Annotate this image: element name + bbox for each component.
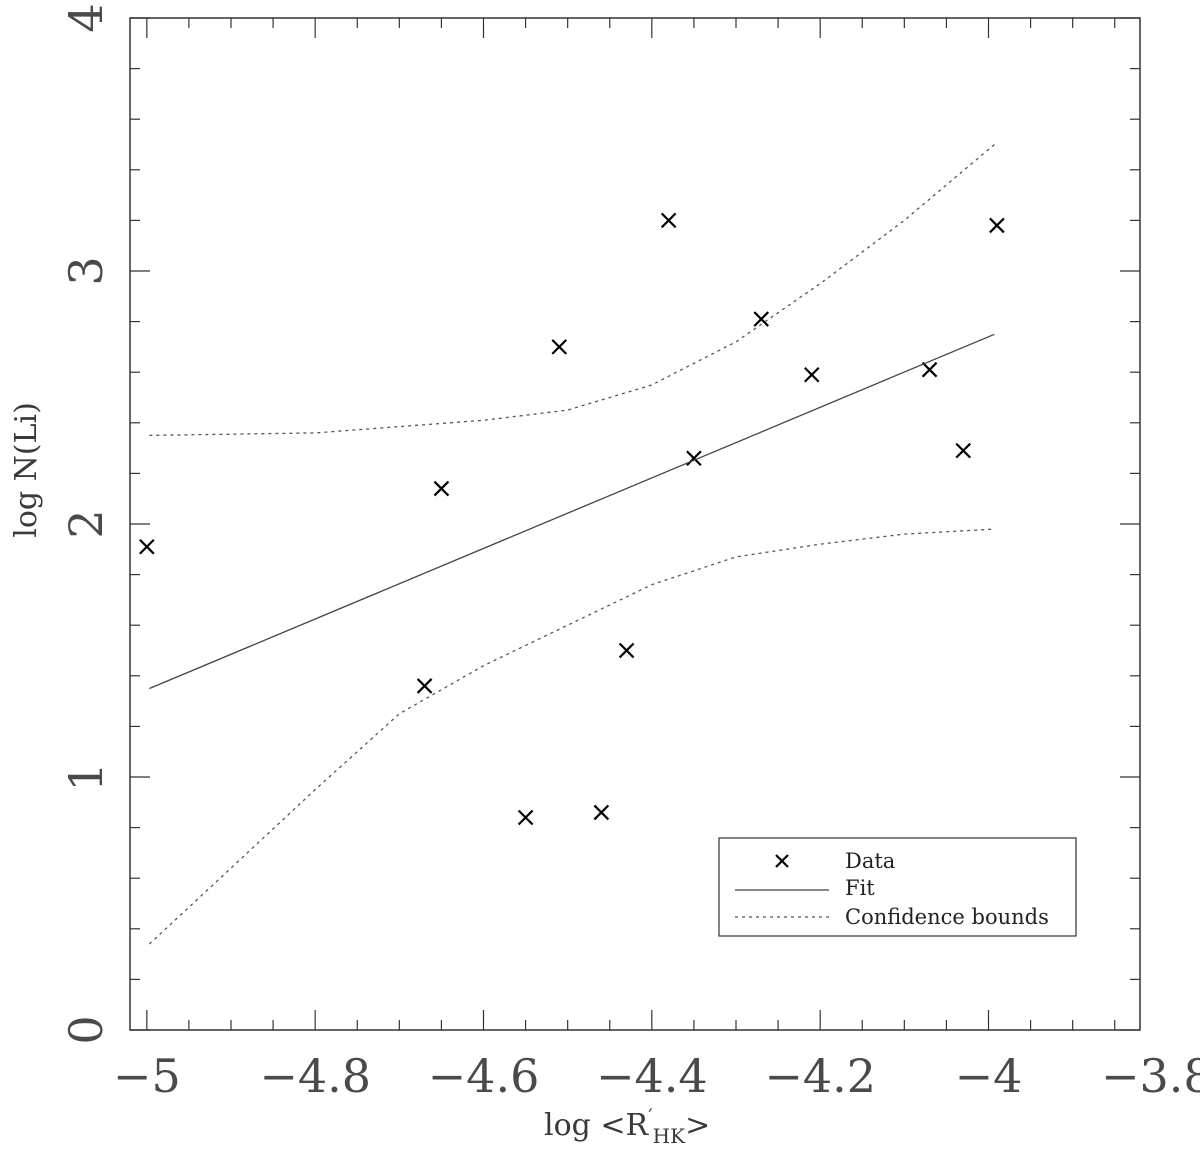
y-tick-label: 0 (59, 1015, 113, 1044)
y-tick-label: 3 (59, 256, 113, 285)
x-tick-label: −3.8 (1101, 1049, 1200, 1103)
series-layer (139, 144, 1005, 945)
data-point (753, 311, 770, 327)
data-point (955, 442, 972, 459)
y-axis-title: log N(Li) (9, 402, 44, 538)
y-tick-labels: 0 1 2 3 4 (59, 3, 113, 1044)
x-tick-label: −5 (113, 1049, 181, 1103)
x-tick-label: −4.8 (259, 1049, 371, 1103)
legend-box (718, 837, 1077, 937)
y-tick-label: 1 (59, 762, 113, 791)
x-tick-labels: −5 −4.8 −4.6 −4.4 −4.2 −4 −3.8 (113, 1049, 1200, 1103)
data-point (593, 804, 610, 821)
fit-line (149, 333, 995, 690)
y-tick-label: 4 (59, 3, 113, 32)
legend: Data Fit Confidence bounds (718, 837, 1077, 937)
y-tick-label: 2 (59, 509, 113, 538)
legend-label-confidence: Confidence bounds (845, 905, 1049, 929)
data-point (551, 339, 568, 355)
x-tick-label: −4.6 (428, 1049, 540, 1103)
confidence-bound-upper (149, 144, 995, 437)
legend-label-data: Data (845, 849, 895, 873)
data-point (517, 809, 534, 826)
x-tick-label: −4.2 (764, 1049, 876, 1103)
tick-marks (130, 17, 1140, 1031)
data-point (803, 366, 820, 383)
x-tick-label: −4 (955, 1049, 1023, 1103)
data-point (416, 678, 433, 694)
data-point (433, 480, 450, 497)
data-point (618, 642, 635, 659)
legend-label-fit: Fit (845, 876, 875, 900)
x-tick-label: −4.4 (596, 1049, 708, 1103)
data-point (660, 212, 677, 229)
legend-marker-data (775, 854, 789, 868)
data-point (139, 538, 155, 555)
data-point (921, 361, 938, 378)
data-point (989, 217, 1005, 234)
x-axis-title: log <R′HK> (544, 1104, 710, 1148)
